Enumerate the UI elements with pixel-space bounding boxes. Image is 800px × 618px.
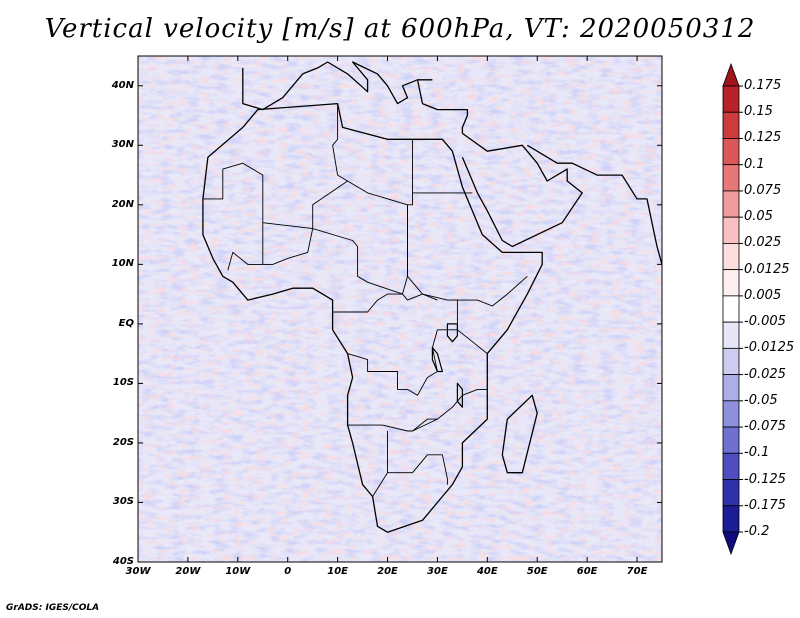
country-border [332,293,438,313]
colorbar-label: -0.05 [744,392,778,408]
colorbar-swatch [722,426,740,454]
country-border [387,431,448,485]
lat-label: 30S [112,496,134,508]
colorbar-swatch [722,111,740,139]
colorbar-label: -0.175 [744,497,786,513]
colorbar-swatch [722,216,740,244]
colorbar-swatch [722,243,740,271]
arabia-coastline [461,132,583,248]
lon-label: 30W [125,566,151,577]
country-border [372,472,388,497]
lat-label: 40N [111,79,134,91]
lat-label: 20N [111,198,134,210]
colorbar-label: 0.005 [744,287,782,303]
country-border [202,162,408,277]
colorbar-label: -0.005 [744,314,786,330]
lat-label: 40S [112,556,134,567]
country-border [412,418,438,432]
lon-label: 40E [476,566,498,577]
colorbar-label: 0.05 [744,209,773,225]
lat-label: 10S [112,377,134,389]
colorbar-swatch [722,85,740,113]
lake-outline [431,347,443,373]
vertical-velocity-field [138,56,662,562]
colorbar-label: -0.1 [744,445,770,461]
asia-minor-coastline [416,79,469,134]
colorbar-swatch [722,347,740,375]
lon-label: 10W [225,566,251,577]
africa-coastline [202,102,543,533]
colorbar-label: -0.025 [744,366,786,382]
country-border [407,204,458,330]
country-border [262,228,314,265]
colorbar-swatch [722,321,740,349]
persia-coastline [526,144,662,265]
map-area[interactable] [138,56,662,562]
lake-outline [456,382,463,408]
country-border [332,103,348,182]
colorbar-swatch [722,531,740,556]
lat-label: 10N [111,258,134,270]
colorbar-swatch [722,452,740,480]
colorbar-swatch [722,505,740,533]
madagascar-coastline [501,394,538,474]
lake-outline [446,323,458,343]
europe-coastline [242,61,433,111]
country-border [227,222,264,271]
colorbar-swatch [722,400,740,428]
map-frame [137,55,663,563]
credit-text: GrADS: IGES/COLA [6,603,100,613]
colorbar-label: 0.075 [744,182,782,198]
colorbar-label: 0.025 [744,235,782,251]
lat-label: 20S [112,436,134,448]
lon-label: 0 [284,566,292,577]
colorbar-label: -0.125 [744,471,786,487]
lon-label: 10E [327,566,348,577]
lon-label: 30E [427,566,448,577]
colorbar-swatch [722,374,740,402]
colorbar-label: -0.075 [744,419,786,435]
colorbar-swatch [722,164,740,192]
colorbar-label: -0.0125 [744,340,795,356]
lat-label: 30N [111,139,134,151]
colorbar-label: 0.0125 [744,261,790,277]
country-border [347,329,438,396]
colorbar-label: 0.15 [744,104,773,120]
colorbar-swatch [722,295,740,323]
lon-label: 70E [626,566,648,577]
lon-label: 20E [377,566,398,577]
colorbar-label: 0.175 [744,78,782,93]
colorbar-swatch [722,62,740,87]
colorbar-swatch [722,190,740,218]
lon-label: 20W [175,566,201,577]
colorbar-label: 0.125 [744,130,782,146]
lat-label: EQ [118,317,134,329]
colorbar-swatch [722,138,740,166]
country-border [452,275,528,307]
page-title: Vertical velocity [m/s] at 600hPa, VT: 2… [44,14,756,44]
lon-label: 60E [576,566,598,577]
country-border [407,192,413,206]
colorbar-label: 0.1 [744,156,765,172]
colorbar-swatch [722,479,740,507]
colorbar-swatch [722,269,740,297]
lon-label: 50E [526,566,548,577]
colorbar-label: -0.2 [744,524,770,539]
